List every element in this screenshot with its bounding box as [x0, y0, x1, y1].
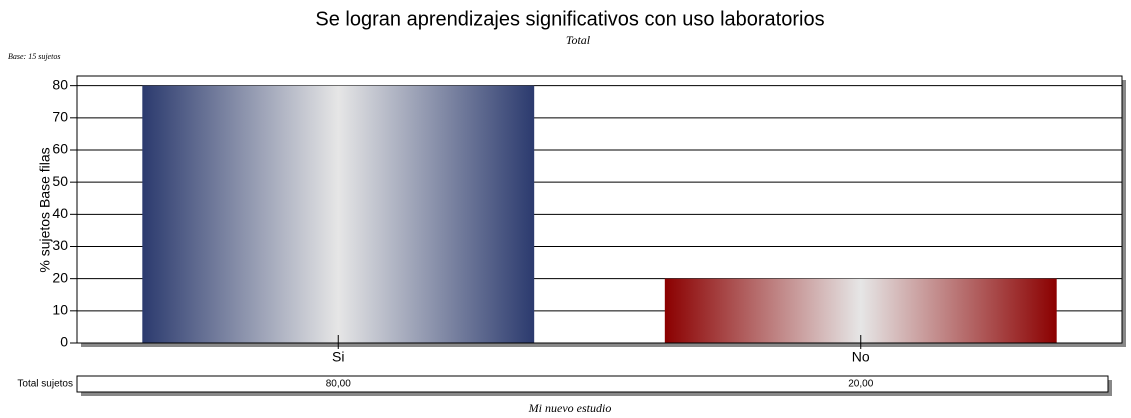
- y-tick-label: 10: [52, 302, 68, 318]
- y-tick-label: 40: [52, 205, 68, 221]
- table-row-label: Total sujetos: [17, 379, 73, 390]
- y-tick-label: 0: [60, 334, 68, 350]
- bar: [142, 85, 535, 343]
- chart-subtitle: Total: [566, 33, 591, 47]
- footer: Mi nuevo estudio: [528, 401, 612, 415]
- y-tick-label: 50: [52, 173, 68, 189]
- y-tick-label: 30: [52, 237, 68, 253]
- table-value: 20,00: [848, 379, 873, 390]
- table-row: [76, 375, 1109, 393]
- x-tick-label: No: [852, 349, 870, 365]
- y-tick-label: 20: [52, 269, 68, 285]
- y-axis-label: % sujetos Base filas: [37, 147, 53, 272]
- y-tick-label: 60: [52, 141, 68, 157]
- chart-title: Se logran aprendizajes significativos co…: [315, 8, 824, 30]
- bar: [664, 278, 1057, 343]
- table-value: 80,00: [326, 379, 351, 390]
- plot-area: [76, 75, 1123, 344]
- x-tick-label: Si: [332, 349, 344, 365]
- y-tick-label: 80: [52, 76, 68, 92]
- y-tick-label: 70: [52, 109, 68, 125]
- base-note: Base: 15 sujetos: [8, 52, 60, 61]
